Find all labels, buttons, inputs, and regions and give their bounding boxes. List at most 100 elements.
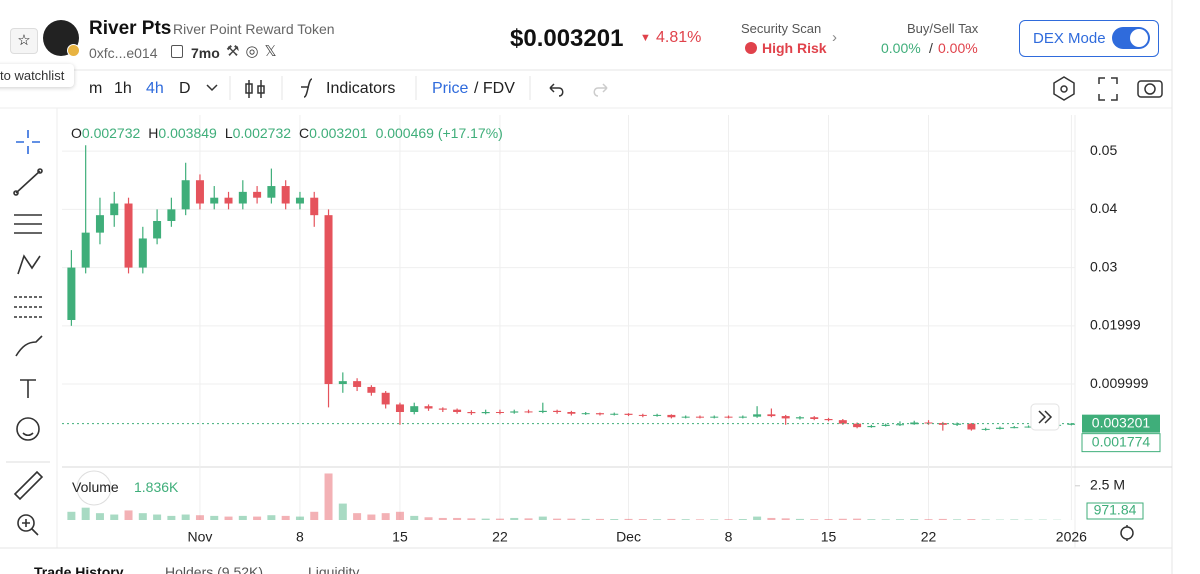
candle-body xyxy=(953,423,962,425)
fdv-toggle[interactable]: / FDV xyxy=(474,80,515,97)
interval[interactable]: 4h xyxy=(146,80,164,97)
candle-body xyxy=(981,428,990,430)
social-icons[interactable]: ⚒◎𝕏 xyxy=(226,43,283,60)
volume-bar xyxy=(953,519,962,520)
volume-bar xyxy=(924,519,933,520)
toolbar-icons[interactable] xyxy=(206,76,1163,541)
volume-bar xyxy=(567,518,576,520)
candle-body xyxy=(781,416,790,419)
volume-bar xyxy=(395,511,404,520)
legend-value: 0.003201 xyxy=(309,125,368,141)
volume-bar xyxy=(295,516,304,520)
volume-bar xyxy=(681,519,690,520)
drawing-tools[interactable] xyxy=(13,130,44,536)
candle-body xyxy=(438,408,447,410)
interval[interactable]: m xyxy=(89,80,103,97)
volume-bar xyxy=(538,516,547,520)
candle-body xyxy=(238,191,247,204)
copy-icon[interactable] xyxy=(171,45,183,58)
candle-body xyxy=(395,404,404,413)
dex-mode-label: DEX Mode xyxy=(1033,30,1106,47)
candle-body xyxy=(810,417,819,419)
price-toggle[interactable]: Price xyxy=(432,80,469,97)
tab[interactable]: Holders (9.52K) xyxy=(165,564,264,574)
volume-bar xyxy=(910,519,919,520)
volume-bar xyxy=(524,518,533,520)
candle-body xyxy=(1067,423,1075,425)
candle-body xyxy=(553,410,562,413)
x-tick-label: 15 xyxy=(821,529,837,545)
candle-body xyxy=(695,416,704,418)
volume-bar xyxy=(595,518,604,520)
candle-body xyxy=(595,413,604,415)
volume-bar xyxy=(895,519,904,520)
candle-body xyxy=(67,267,76,320)
volume-bar xyxy=(281,515,290,520)
interval[interactable]: 1h xyxy=(114,80,132,97)
volume-bar xyxy=(353,513,362,520)
legend-key: C xyxy=(299,125,310,141)
candle-body xyxy=(181,180,190,210)
volume-bar xyxy=(167,515,176,520)
security-value[interactable]: High Risk xyxy=(762,40,827,56)
volume-bar xyxy=(224,516,233,520)
buy-tax: 0.00% xyxy=(881,40,921,56)
star-button[interactable]: ☆ xyxy=(10,28,38,54)
volume-bar xyxy=(338,503,347,520)
volume-bar xyxy=(624,518,633,520)
volume-bar xyxy=(110,514,119,520)
candle-body xyxy=(753,414,762,417)
x-tick-label: Nov xyxy=(188,529,213,545)
tab[interactable]: Liquidity xyxy=(308,564,360,574)
volume-bar xyxy=(310,511,319,520)
ref-price-label: 0.001774 xyxy=(1092,433,1151,449)
volume-bar xyxy=(467,518,476,520)
volume-bar xyxy=(510,517,519,520)
candle-body xyxy=(795,417,804,419)
legend-value: 0.002732 xyxy=(81,125,141,141)
volume-bar xyxy=(410,515,419,520)
candle-body xyxy=(610,413,619,415)
volume-bar xyxy=(181,514,190,520)
volume-bar xyxy=(267,515,276,520)
last-volume-box xyxy=(1086,502,1144,520)
candle-body xyxy=(924,422,933,424)
candle-body xyxy=(153,220,162,239)
volume-bar xyxy=(195,515,204,520)
volume-bar xyxy=(1010,519,1019,520)
volume-bar xyxy=(581,518,590,520)
candle-body xyxy=(738,416,747,418)
legend-key: H xyxy=(148,125,159,141)
volume-bar xyxy=(938,518,947,520)
y-tick-label: 0.01999 xyxy=(1090,317,1141,333)
x-tick-label: 15 xyxy=(392,529,408,545)
volume-bar xyxy=(495,518,504,520)
scroll-icon xyxy=(1038,410,1053,424)
candle-body xyxy=(281,186,290,204)
address[interactable]: 0xfc...e014 xyxy=(89,45,158,61)
x-tick-label: 22 xyxy=(921,529,937,545)
candle-body xyxy=(667,414,676,418)
candle-body xyxy=(95,215,104,233)
volume-bar xyxy=(753,516,762,520)
volume-bar xyxy=(67,511,76,520)
volume-bar xyxy=(138,513,147,520)
volume-bar xyxy=(810,519,819,520)
axes: 0.05 0.04 0.03 0.01999 0.009999 2.5 M Nov 8 15 22… xyxy=(188,142,1161,545)
tab[interactable]: Trade History xyxy=(34,564,124,574)
tax-separator: / xyxy=(929,40,933,56)
pane-button[interactable] xyxy=(76,470,112,506)
legend-value: 0.002732 xyxy=(232,125,292,141)
candle-body xyxy=(581,413,590,415)
candle-body xyxy=(567,412,576,414)
dex-mode-button[interactable]: DEX Mode xyxy=(1019,20,1159,57)
y-tick-label: 0.03 xyxy=(1090,258,1117,274)
price: $0.003201 xyxy=(510,25,624,52)
candle-body xyxy=(210,197,219,204)
indicators[interactable]: Indicators xyxy=(326,80,396,97)
interval[interactable]: D xyxy=(179,80,191,97)
volume-bar xyxy=(824,519,833,520)
chevron: › xyxy=(832,29,837,46)
candle-body xyxy=(995,427,1004,429)
